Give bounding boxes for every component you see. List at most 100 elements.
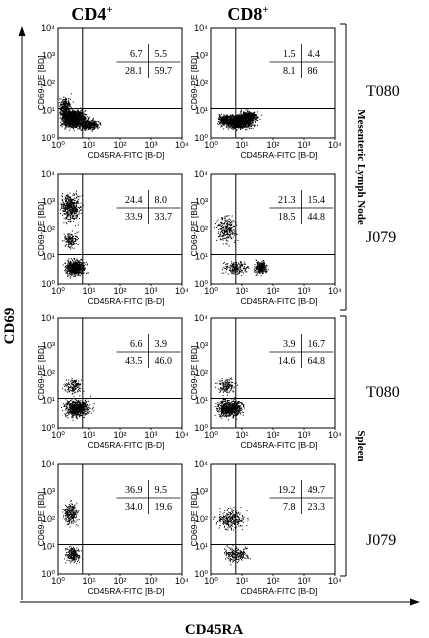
event-dot <box>219 121 221 123</box>
event-dot <box>64 122 66 124</box>
event-dot <box>72 194 74 196</box>
event-dot <box>250 115 252 117</box>
event-dot <box>63 96 65 98</box>
event-dot <box>236 121 238 123</box>
event-dot <box>70 113 72 115</box>
event-dot <box>65 125 67 126</box>
event-dot <box>79 117 81 119</box>
event-dot <box>227 119 229 121</box>
event-dot <box>251 119 253 121</box>
event-dot <box>79 126 80 128</box>
event-dot <box>69 119 71 121</box>
event-dot <box>238 115 240 117</box>
event-dot <box>231 120 233 122</box>
column-header-cd8: CD8+ <box>227 4 268 24</box>
event-dot <box>90 126 92 128</box>
event-dot <box>246 112 248 114</box>
event-dot <box>251 120 253 122</box>
event-dot <box>71 111 73 113</box>
event-dot <box>227 118 228 120</box>
event-dot <box>67 205 69 207</box>
event-dot <box>75 212 77 214</box>
event-dot <box>226 114 228 116</box>
event-dot <box>231 126 233 128</box>
event-dot <box>68 195 70 197</box>
event-dot <box>72 115 74 117</box>
event-dot <box>61 120 63 122</box>
event-dot <box>222 122 224 123</box>
event-dot <box>222 118 224 120</box>
event-dot <box>73 207 75 209</box>
event-dot <box>80 113 82 115</box>
event-dot <box>252 118 254 120</box>
event-dot <box>243 113 245 115</box>
event-dot <box>94 127 96 129</box>
event-dot <box>69 207 71 209</box>
event-dot <box>237 117 239 119</box>
event-dot <box>229 117 231 119</box>
event-dot <box>76 125 78 126</box>
event-dot <box>230 122 232 124</box>
event-dot <box>64 104 65 106</box>
event-dot <box>83 127 85 129</box>
event-dot <box>72 116 74 118</box>
event-dot <box>256 118 258 120</box>
event-dot <box>65 108 67 110</box>
event-dot <box>62 114 64 116</box>
event-dot <box>242 119 244 121</box>
event-dot <box>94 123 96 125</box>
event-dot <box>71 115 73 117</box>
event-dot <box>59 104 61 106</box>
event-dot <box>234 122 236 124</box>
event-dot <box>79 121 81 122</box>
event-dot <box>95 124 97 126</box>
event-dot <box>65 125 67 127</box>
event-dot <box>61 126 63 128</box>
event-dot <box>61 113 63 115</box>
event-dot <box>74 217 76 219</box>
event-dot <box>70 264 72 266</box>
event-dot <box>238 118 240 120</box>
event-dot <box>237 120 239 122</box>
event-dot <box>230 120 232 122</box>
event-dot <box>63 110 65 112</box>
event-dot <box>91 123 92 125</box>
event-dot <box>63 204 65 206</box>
event-dot <box>80 205 82 207</box>
event-dot <box>72 119 74 121</box>
event-dot <box>64 213 66 214</box>
event-dot <box>67 259 69 261</box>
event-dot <box>73 124 75 126</box>
event-dot <box>251 118 253 120</box>
event-dot <box>248 116 250 118</box>
event-dot <box>66 205 68 207</box>
event-dot <box>67 126 69 128</box>
event-dot <box>69 124 71 126</box>
event-dot <box>234 125 236 127</box>
event-dot <box>76 209 78 211</box>
event-dot <box>247 118 248 120</box>
event-dot <box>65 209 67 211</box>
event-dot <box>234 125 235 127</box>
event-dot <box>226 126 228 128</box>
event-dot <box>66 111 68 113</box>
event-dot <box>72 125 74 127</box>
event-dot <box>63 112 65 114</box>
event-dot <box>220 126 222 128</box>
event-dot <box>60 125 62 127</box>
event-dot <box>69 202 71 204</box>
event-dot <box>61 118 63 120</box>
event-dot <box>72 217 74 219</box>
event-dot <box>65 207 67 209</box>
event-dot <box>62 199 64 201</box>
event-dot <box>243 124 245 126</box>
event-dot <box>222 115 224 117</box>
event-dot <box>67 275 69 277</box>
event-dot <box>89 121 91 123</box>
event-dot <box>84 122 86 124</box>
event-dot <box>73 219 75 220</box>
event-dot <box>93 127 95 129</box>
event-dot <box>236 116 237 118</box>
event-dot <box>62 98 64 100</box>
event-dot <box>98 121 100 122</box>
